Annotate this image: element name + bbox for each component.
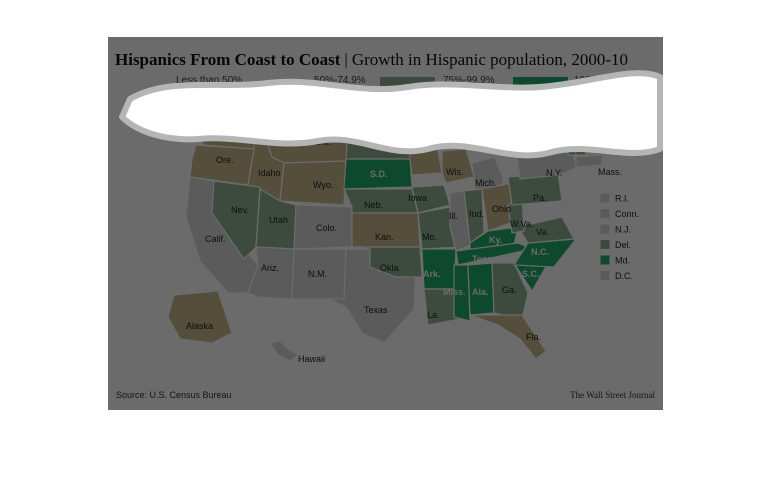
- legend-label-100: 100% or more: [574, 75, 637, 86]
- state-label-tenn: Tenn.: [472, 254, 495, 264]
- state-label-neb: Neb.: [364, 200, 383, 210]
- state-label-okla: Okla.: [380, 263, 401, 273]
- state-label-fla: Fla.: [526, 332, 541, 342]
- state-label-ariz: Ariz.: [261, 263, 279, 273]
- state-label-ala: Ala.: [472, 287, 489, 297]
- legend: Less than 50% 50%-74.9% 75%-99.9% 100% o…: [108, 75, 663, 91]
- state-label-nev: Nev.: [231, 205, 249, 215]
- state-label-idaho: Idaho: [258, 168, 281, 178]
- state-mont: [256, 122, 349, 164]
- state-label-nd: N.D.: [368, 139, 386, 149]
- legend-label-50-74: 50%-74.9%: [314, 75, 366, 86]
- state-ariz: [247, 246, 295, 300]
- state-label-nh: N.H.: [541, 120, 559, 130]
- state-label-la: La.: [427, 310, 440, 320]
- state-label-mont: Mont.: [308, 137, 331, 147]
- state-label-colo: Colo.: [316, 223, 337, 233]
- state-label-wis: Wis.: [446, 167, 464, 177]
- us-map: Wash. Ore. Idaho Mont. Wyo. N.D. S.D. Minn. Wis.…: [167, 115, 639, 364]
- state-label-nm: N.M.: [308, 269, 327, 279]
- state-label-ky: Ky.: [489, 235, 502, 245]
- key-label-del: Del.: [615, 240, 631, 250]
- key-swatch-dc: [599, 270, 611, 281]
- state-label-sd: S.D.: [370, 169, 388, 179]
- state-label-ohio: Ohio: [492, 204, 511, 214]
- state-label-ny: N.Y.: [546, 168, 562, 178]
- state-label-vt: Vt.: [549, 132, 560, 142]
- map-figure: Wash. Ore. Idaho Mont. Wyo. N.D. S.D. Minn. Wis.…: [108, 37, 663, 410]
- key-swatch-md: [599, 254, 611, 266]
- small-states-key: R.I. Conn. N.J. Del. Md. D.C.: [599, 192, 639, 281]
- key-label-nj: N.J.: [615, 225, 631, 235]
- key-label-conn: Conn.: [615, 209, 639, 219]
- state-mass: [575, 154, 603, 168]
- state-label-mich: Mich.: [475, 178, 497, 188]
- state-label-mo: Mo.: [422, 232, 437, 242]
- legend-label-75-99: 75%-99.9%: [443, 75, 495, 86]
- state-label-alaska: Alaska: [186, 321, 213, 331]
- legend-label-lt50: Less than 50%: [176, 75, 243, 86]
- state-label-ind: Ind.: [469, 209, 484, 219]
- legend-swatch-50-74: [380, 77, 435, 87]
- title-subtitle: Growth in Hispanic population, 2000-10: [351, 50, 629, 69]
- state-wis: [441, 148, 475, 184]
- state-label-ga: Ga.: [502, 285, 517, 295]
- state-label-calif: Calif.: [205, 234, 226, 244]
- state-label-iowa: Iowa: [408, 193, 427, 203]
- credit-note: The Wall Street Journal: [570, 390, 655, 400]
- state-label-mass: Mass.: [598, 167, 622, 177]
- state-label-wyo: Wyo.: [313, 180, 333, 190]
- key-swatch-del: [599, 239, 611, 250]
- state-hawaii: [269, 340, 300, 362]
- state-label-ore: Ore.: [216, 155, 234, 165]
- state-label-kan: Kan.: [375, 232, 394, 242]
- source-note: Source: U.S. Census Bureau: [116, 390, 232, 400]
- state-alaska: [167, 290, 233, 344]
- state-label-texas: Texas: [364, 305, 388, 315]
- state-label-sc: S.C.: [522, 269, 540, 279]
- map-title: Hispanics From Coast to Coast | Growth in …: [115, 50, 628, 70]
- state-label-minn: Minn.: [414, 142, 436, 152]
- state-label-ark: Ark.: [423, 269, 441, 279]
- state-label-wash: Wash.: [223, 120, 248, 130]
- state-label-wva: W.Va.: [510, 219, 533, 229]
- state-label-utah: Utah: [269, 215, 288, 225]
- key-swatch-conn: [599, 208, 611, 219]
- state-label-nc: N.C.: [531, 247, 549, 257]
- state-label-pa: Pa.: [533, 193, 547, 203]
- state-label-va: Va.: [536, 227, 549, 237]
- key-label-dc: D.C.: [615, 271, 633, 281]
- key-label-md: Md.: [615, 256, 630, 266]
- state-label-miss: Miss.: [443, 287, 466, 297]
- title-main: Hispanics From Coast to Coast: [115, 50, 341, 69]
- legend-swatch-100: [513, 77, 568, 87]
- key-swatch-nj: [599, 223, 611, 235]
- key-label-ri: R.I.: [615, 194, 629, 204]
- key-swatch-ri: [599, 192, 611, 204]
- state-label-hawaii: Hawaii: [298, 354, 325, 364]
- state-label-maine: Maine: [584, 132, 609, 142]
- title-separator: |: [344, 50, 348, 69]
- state-label-ill: Ill.: [449, 211, 458, 221]
